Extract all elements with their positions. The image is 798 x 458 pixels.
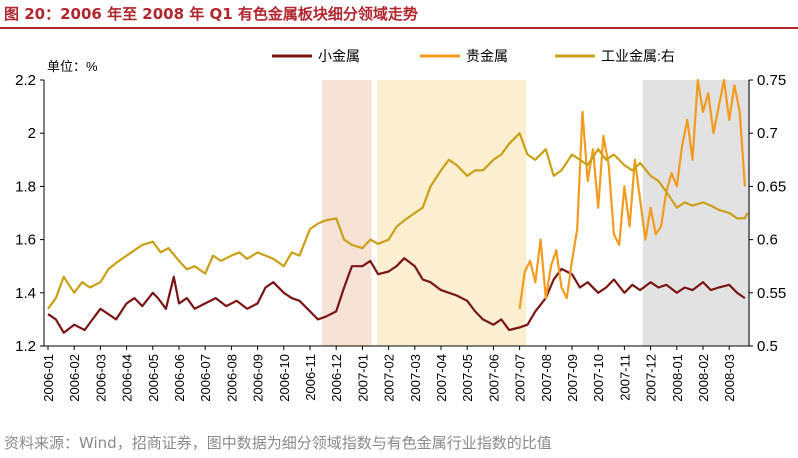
x-tick-label: 2007-11 <box>617 354 632 401</box>
x-tick-label: 2008-01 <box>670 354 685 402</box>
x-tick-label: 2007-08 <box>539 354 554 402</box>
x-tick-label: 2008-02 <box>696 354 711 402</box>
shaded-period-1 <box>376 80 527 346</box>
x-tick-label: 2007-10 <box>591 354 606 402</box>
x-tick-label: 2006-12 <box>329 354 344 402</box>
x-ticks: 2006-01 2006-02 2006-03 2006-04 2006-05 2006-… <box>41 346 737 402</box>
x-tick-label: 2006-07 <box>198 354 213 402</box>
shaded-periods <box>321 80 751 346</box>
x-tick-label: 2006-05 <box>146 354 161 402</box>
x-tick-label: 2006-01 <box>41 354 56 402</box>
axes <box>43 80 750 347</box>
legend-label-0: 小金属 <box>318 48 360 64</box>
x-tick-label: 2007-09 <box>565 354 580 402</box>
x-tick-label: 2006-11 <box>303 354 318 401</box>
x-tick-label: 2006-06 <box>172 354 187 402</box>
figure-title: 图 20：2006 年至 2008 年 Q1 有色金属板块细分领域走势 <box>4 5 418 23</box>
legend: 小金属 贵金属 工业金属:右 <box>272 48 675 64</box>
legend-label-2: 工业金属:右 <box>601 48 675 64</box>
series-lines <box>47 78 749 334</box>
y-left-tick-label: 1.6 <box>15 232 36 249</box>
y-right-tick-label: 0.65 <box>757 178 786 195</box>
x-tick-label: 2006-02 <box>67 354 82 402</box>
y-right-tick-label: 0.7 <box>757 125 778 142</box>
x-tick-label: 2007-12 <box>644 354 659 402</box>
y-left-tick-label: 2 <box>28 125 36 142</box>
series-line-0 <box>47 257 746 334</box>
series-line-2 <box>47 132 749 310</box>
x-tick-label: 2006-03 <box>93 354 108 402</box>
line-chart: 1.2 1.4 1.6 1.8 2 2.2 0.5 0.55 0.6 0.65 0.7 0.75 2… <box>15 48 786 402</box>
x-tick-label: 2007-03 <box>408 354 423 402</box>
x-tick-label: 2007-04 <box>434 354 449 402</box>
unit-label: 单位：% <box>47 59 98 74</box>
legend-label-1: 贵金属 <box>466 48 508 64</box>
x-tick-label: 2007-06 <box>486 354 501 402</box>
shaded-period-0 <box>321 80 372 346</box>
x-tick-label: 2007-01 <box>355 354 370 402</box>
x-tick-label: 2006-08 <box>224 354 239 402</box>
y-right-tick-label: 0.55 <box>757 285 786 302</box>
x-tick-label: 2006-04 <box>120 354 135 402</box>
x-tick-label: 2007-05 <box>460 354 475 402</box>
y-left-tick-label: 1.8 <box>15 178 36 195</box>
y-left-tick-label: 2.2 <box>15 72 36 89</box>
y-left-tick-label: 1.2 <box>15 338 36 355</box>
y-right-ticks: 0.5 0.55 0.6 0.65 0.7 0.75 <box>749 72 786 355</box>
y-left-ticks: 1.2 1.4 1.6 1.8 2 2.2 <box>15 72 44 355</box>
x-tick-label: 2007-02 <box>382 354 397 402</box>
shaded-period-2 <box>642 80 751 346</box>
y-right-tick-label: 0.6 <box>757 232 778 249</box>
title-divider <box>0 27 798 29</box>
y-right-tick-label: 0.75 <box>757 72 786 89</box>
x-tick-label: 2006-09 <box>251 354 266 402</box>
y-left-tick-label: 1.4 <box>15 285 36 302</box>
source-note: 资料来源：Wind，招商证券，图中数据为细分领域指数与有色金属行业指数的比值 <box>4 434 552 452</box>
series-line-1 <box>518 78 746 309</box>
x-tick-label: 2007-07 <box>513 354 528 402</box>
x-tick-label: 2008-03 <box>722 354 737 402</box>
x-tick-label: 2006-10 <box>277 354 292 402</box>
y-right-tick-label: 0.5 <box>757 338 778 355</box>
